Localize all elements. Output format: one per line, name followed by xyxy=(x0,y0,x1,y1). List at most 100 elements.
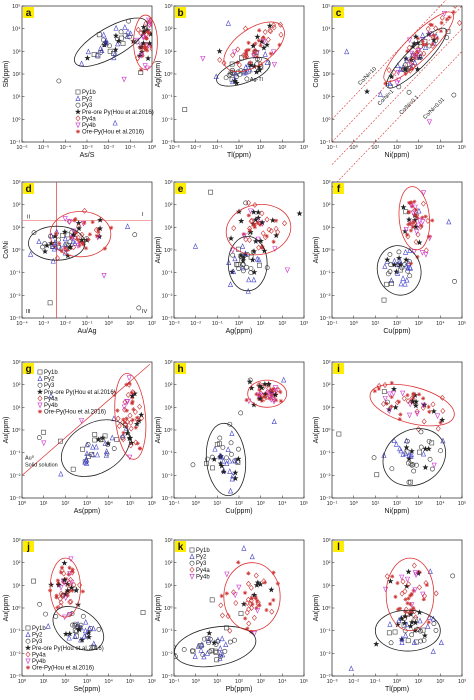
y-tick-label: 10³ xyxy=(165,360,173,366)
square-marker xyxy=(336,431,342,437)
y-tick-label: 10⁻³ xyxy=(162,140,173,146)
diamond-marker xyxy=(260,230,266,237)
asterisk-marker xyxy=(408,221,413,226)
circle-marker xyxy=(237,72,243,78)
asterisk-marker xyxy=(393,594,398,599)
circle-marker xyxy=(181,647,187,652)
x-tick-label: 10⁻⁵ xyxy=(38,144,49,151)
y-tick-label: 10⁰ xyxy=(164,71,173,78)
asterisk-marker xyxy=(109,225,114,230)
diamond-marker xyxy=(246,606,252,613)
panel-label: a xyxy=(26,8,32,19)
circle-marker xyxy=(229,451,234,457)
circle-marker xyxy=(132,232,138,238)
star-marker xyxy=(260,44,267,51)
y-tick-label: 10¹ xyxy=(165,225,173,231)
y-tick-label: 10⁻² xyxy=(162,117,173,123)
star-marker xyxy=(216,48,223,54)
asterisk-marker xyxy=(396,399,401,404)
star-marker xyxy=(235,455,242,462)
asterisk-marker xyxy=(249,629,254,635)
asterisk-marker xyxy=(244,397,249,403)
triangle-marker xyxy=(227,468,233,474)
asterisk-marker xyxy=(94,233,100,239)
triangle-marker xyxy=(387,80,393,87)
square-marker xyxy=(384,281,390,287)
asterisk-marker xyxy=(411,391,416,396)
triangle-marker xyxy=(262,51,268,57)
diamond-marker xyxy=(233,600,239,607)
star-marker xyxy=(416,239,423,246)
asterisk-marker xyxy=(408,593,413,598)
triangle-marker xyxy=(125,28,131,35)
panel-label-badge xyxy=(23,183,34,194)
diamond-marker xyxy=(256,244,262,251)
y-tick-label: 10⁻¹ xyxy=(10,629,21,635)
triangle-marker xyxy=(230,268,236,275)
triangle-marker xyxy=(70,238,76,245)
x-tick-label: 10¹ xyxy=(40,679,48,685)
y-tick-label: 10⁰ xyxy=(12,247,21,254)
triangle-marker xyxy=(400,275,406,281)
envelope-red xyxy=(49,211,112,258)
diamond-marker xyxy=(268,28,274,35)
triangle-marker xyxy=(411,639,417,645)
diamond-marker xyxy=(189,566,195,573)
asterisk-marker xyxy=(421,396,426,401)
triangle-down-marker xyxy=(386,391,392,398)
triangle-marker xyxy=(212,445,218,452)
circle-marker xyxy=(232,637,237,643)
triangle-marker xyxy=(192,243,199,249)
triangle-marker xyxy=(189,553,195,560)
asterisk-marker xyxy=(245,626,250,631)
asterisk-marker xyxy=(261,35,266,40)
asterisk-marker xyxy=(258,43,263,48)
x-tick-label: 10⁵ xyxy=(126,678,134,685)
triangle-marker xyxy=(399,639,405,646)
triangle-marker xyxy=(403,437,409,444)
envelope-black xyxy=(74,17,148,67)
triangle-marker xyxy=(264,59,270,65)
triangle-down-marker xyxy=(41,440,47,447)
star-marker xyxy=(75,219,82,226)
x-tick-label: 10⁵ xyxy=(458,500,466,507)
triangle-down-marker xyxy=(25,658,31,665)
star-marker xyxy=(409,398,416,404)
x-axis-label: Se(ppm) xyxy=(74,686,101,693)
x-tick-label: 10⁻¹ xyxy=(212,145,223,151)
diamond-marker xyxy=(457,20,462,26)
triangle-marker xyxy=(112,119,118,126)
star-marker xyxy=(43,242,51,249)
y-tick-label: 10⁰ xyxy=(164,247,173,254)
star-marker xyxy=(240,254,247,261)
panel-label-badge xyxy=(333,183,344,194)
triangle-marker xyxy=(52,238,58,245)
star-marker xyxy=(251,269,258,275)
star-marker xyxy=(68,584,75,591)
star-marker xyxy=(240,257,247,264)
star-marker xyxy=(138,411,145,418)
diamond-marker xyxy=(423,247,429,254)
triangle-down-marker xyxy=(247,208,254,215)
x-tick-label: 10⁻³ xyxy=(169,145,180,151)
diamond-marker xyxy=(252,201,258,208)
triangle-down-marker xyxy=(236,584,242,591)
asterisk-marker xyxy=(83,246,89,251)
asterisk-marker xyxy=(62,245,67,251)
y-tick-label: 10¹ xyxy=(13,95,21,101)
panel-label: b xyxy=(177,8,183,19)
circle-marker xyxy=(217,654,223,660)
star-marker xyxy=(52,233,59,239)
x-axis-label: Tl(ppm) xyxy=(385,686,409,693)
y-tick-label: 10⁻³ xyxy=(320,496,331,502)
asterisk-marker xyxy=(67,565,72,570)
diamond-marker xyxy=(138,30,144,37)
asterisk-marker xyxy=(411,605,416,611)
star-marker xyxy=(273,232,280,239)
legend-entry: Py4a xyxy=(44,396,58,402)
asterisk-marker xyxy=(144,36,149,41)
circle-marker xyxy=(111,446,117,451)
x-axis-label: Tl(ppm) xyxy=(227,152,251,159)
diamond-marker xyxy=(241,52,247,59)
circle-marker xyxy=(236,446,241,452)
